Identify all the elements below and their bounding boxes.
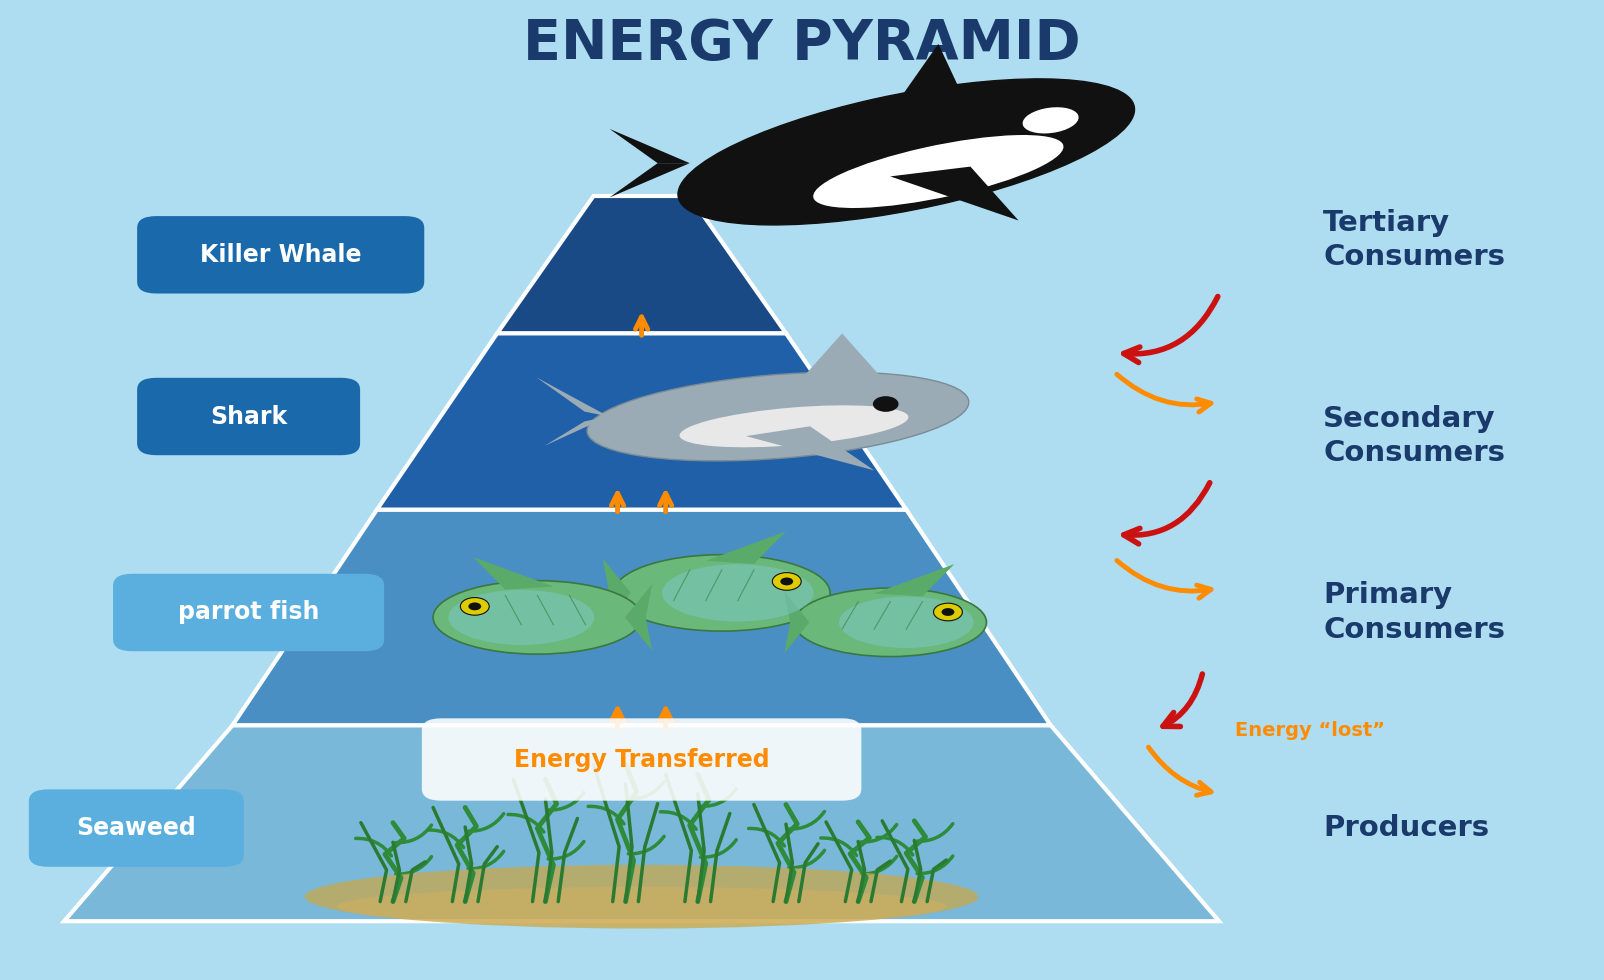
Polygon shape [610, 128, 690, 163]
Polygon shape [794, 333, 890, 387]
FancyBboxPatch shape [29, 790, 244, 867]
Ellipse shape [813, 135, 1063, 208]
FancyArrowPatch shape [1148, 747, 1211, 795]
Polygon shape [473, 557, 553, 590]
Circle shape [772, 572, 802, 590]
Text: Killer Whale: Killer Whale [200, 243, 361, 267]
Polygon shape [377, 333, 906, 510]
Polygon shape [233, 510, 1051, 725]
Ellipse shape [1023, 107, 1078, 133]
Text: Tertiary
Consumers: Tertiary Consumers [1323, 209, 1505, 271]
Ellipse shape [587, 372, 969, 461]
Ellipse shape [433, 580, 642, 655]
Text: Secondary
Consumers: Secondary Consumers [1323, 405, 1505, 467]
FancyBboxPatch shape [112, 574, 383, 652]
FancyArrowPatch shape [1163, 674, 1203, 726]
Polygon shape [890, 44, 970, 113]
Circle shape [934, 603, 962, 621]
FancyArrowPatch shape [1124, 483, 1209, 544]
Ellipse shape [305, 864, 978, 929]
Text: Shark: Shark [210, 405, 287, 428]
Polygon shape [746, 426, 874, 470]
FancyBboxPatch shape [422, 718, 861, 801]
Polygon shape [64, 725, 1219, 921]
Ellipse shape [449, 590, 595, 645]
Polygon shape [706, 531, 786, 564]
Ellipse shape [614, 555, 831, 631]
Polygon shape [784, 591, 810, 654]
Text: parrot fish: parrot fish [178, 601, 319, 624]
Polygon shape [874, 564, 954, 596]
Polygon shape [603, 559, 630, 627]
FancyArrowPatch shape [1116, 561, 1211, 598]
Polygon shape [610, 163, 690, 198]
Circle shape [873, 396, 898, 412]
Circle shape [468, 603, 481, 611]
Ellipse shape [794, 588, 986, 657]
FancyArrowPatch shape [1124, 297, 1217, 363]
Text: ENERGY PYRAMID: ENERGY PYRAMID [523, 17, 1081, 72]
Ellipse shape [678, 78, 1134, 225]
Text: Primary
Consumers: Primary Consumers [1323, 581, 1505, 644]
Text: Energy “lost”: Energy “lost” [1235, 720, 1386, 740]
Text: Energy Transferred: Energy Transferred [513, 748, 770, 771]
Text: Seaweed: Seaweed [77, 816, 196, 840]
Polygon shape [544, 416, 608, 446]
Polygon shape [890, 167, 1019, 220]
Ellipse shape [839, 597, 974, 648]
Text: Producers: Producers [1323, 814, 1490, 842]
Polygon shape [536, 377, 608, 416]
Polygon shape [497, 196, 786, 333]
Circle shape [460, 598, 489, 615]
FancyBboxPatch shape [136, 217, 423, 294]
Polygon shape [626, 584, 651, 651]
Circle shape [942, 608, 954, 616]
Ellipse shape [662, 564, 813, 621]
FancyArrowPatch shape [1116, 374, 1211, 412]
Circle shape [780, 577, 792, 585]
Ellipse shape [680, 406, 908, 447]
FancyBboxPatch shape [138, 378, 361, 455]
Ellipse shape [337, 887, 946, 926]
